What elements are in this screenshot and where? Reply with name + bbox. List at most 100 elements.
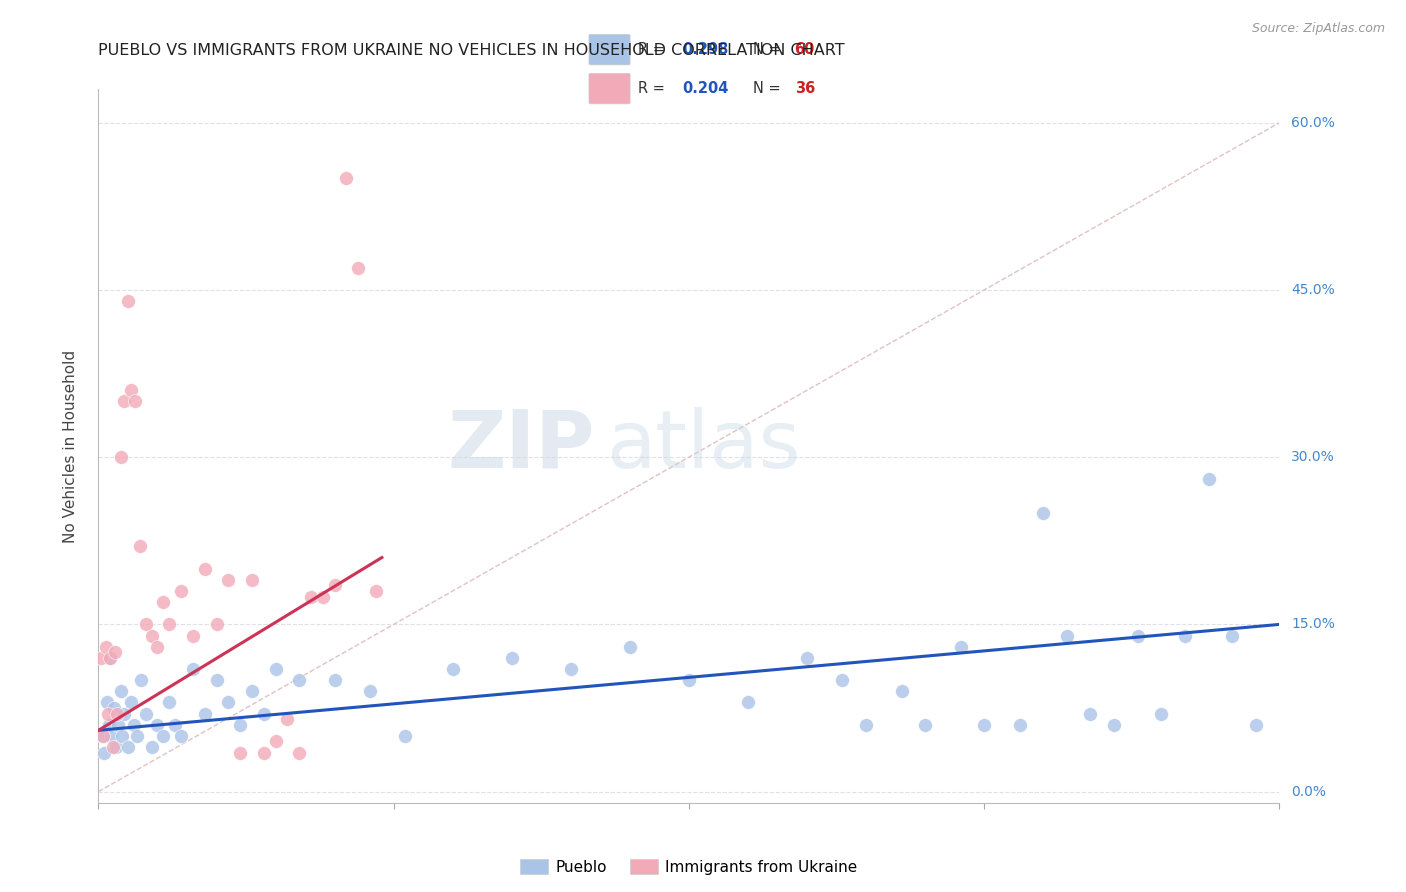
Point [359,684,381,698]
Point [98,717,121,731]
Text: ZIP: ZIP [447,407,595,485]
Point [229,746,252,760]
Point [855,717,877,731]
Point [1220,628,1243,642]
Text: Source: ZipAtlas.com: Source: ZipAtlas.com [1251,22,1385,36]
Point [98,651,121,665]
Point [890,684,912,698]
Point [1032,506,1054,520]
Point [146,717,169,731]
Point [100,729,122,743]
Text: 30.0%: 30.0% [1291,450,1336,464]
Point [141,628,163,642]
Point [110,684,132,698]
Point [103,701,125,715]
Point [1174,628,1197,642]
Point [112,394,135,409]
Point [831,673,853,687]
Text: 0.298: 0.298 [682,42,728,57]
Point [170,583,193,598]
Point [1008,717,1031,731]
Point [135,706,157,721]
Point [394,729,416,743]
Text: R =: R = [638,42,669,57]
Text: 45.0%: 45.0% [1291,283,1336,297]
Point [1080,706,1102,721]
Point [1198,473,1220,487]
Point [121,696,143,710]
Point [93,746,115,760]
Point [678,673,700,687]
Point [112,706,135,721]
Point [165,717,187,731]
Point [105,740,128,755]
Point [1126,628,1149,642]
Text: R =: R = [638,81,669,96]
Point [253,746,276,760]
Text: PUEBLO VS IMMIGRANTS FROM UKRAINE NO VEHICLES IN HOUSEHOLD CORRELATION CHART: PUEBLO VS IMMIGRANTS FROM UKRAINE NO VEH… [98,43,845,58]
Point [152,595,174,609]
Point [949,640,972,654]
Point [104,645,127,659]
Text: 15.0%: 15.0% [1291,617,1336,632]
Point [128,539,150,553]
Point [152,729,174,743]
Point [135,617,157,632]
Point [560,662,582,676]
Point [323,578,346,592]
Point [1056,628,1078,642]
Point [299,590,322,604]
Point [141,740,163,755]
Point [121,384,143,398]
Point [253,706,276,721]
Point [217,573,239,587]
Point [127,729,149,743]
Point [619,640,641,654]
Point [364,583,387,598]
Point [1150,706,1173,721]
Point [205,673,228,687]
Text: N =: N = [754,42,786,57]
Point [737,696,759,710]
Point [288,673,311,687]
Point [347,260,370,275]
Point [276,712,298,726]
Point [1102,717,1125,731]
Point [323,673,346,687]
Point [312,590,335,604]
Point [205,617,228,632]
Point [129,673,152,687]
Point [501,651,523,665]
Point [796,651,818,665]
Text: 36: 36 [794,81,815,96]
Text: atlas: atlas [606,407,800,485]
Point [194,562,217,576]
Point [181,662,204,676]
Point [240,573,263,587]
Point [229,717,252,731]
Point [91,729,114,743]
Point [181,628,204,642]
Point [264,734,287,748]
Legend: Pueblo, Immigrants from Ukraine: Pueblo, Immigrants from Ukraine [515,853,863,880]
Point [264,662,287,676]
Point [90,651,112,665]
Point [101,740,124,755]
Point [914,717,936,731]
Point [117,740,139,755]
Point [105,706,128,721]
Text: 60.0%: 60.0% [1291,116,1336,129]
Point [973,717,995,731]
Point [110,450,132,464]
Point [194,706,217,721]
Point [1244,717,1267,731]
Point [170,729,193,743]
Point [217,696,239,710]
Point [111,729,134,743]
FancyBboxPatch shape [589,35,630,65]
Y-axis label: No Vehicles in Household: No Vehicles in Household [63,350,77,542]
Point [98,651,121,665]
Point [94,640,117,654]
FancyBboxPatch shape [589,73,630,103]
Text: 0.0%: 0.0% [1291,785,1326,798]
